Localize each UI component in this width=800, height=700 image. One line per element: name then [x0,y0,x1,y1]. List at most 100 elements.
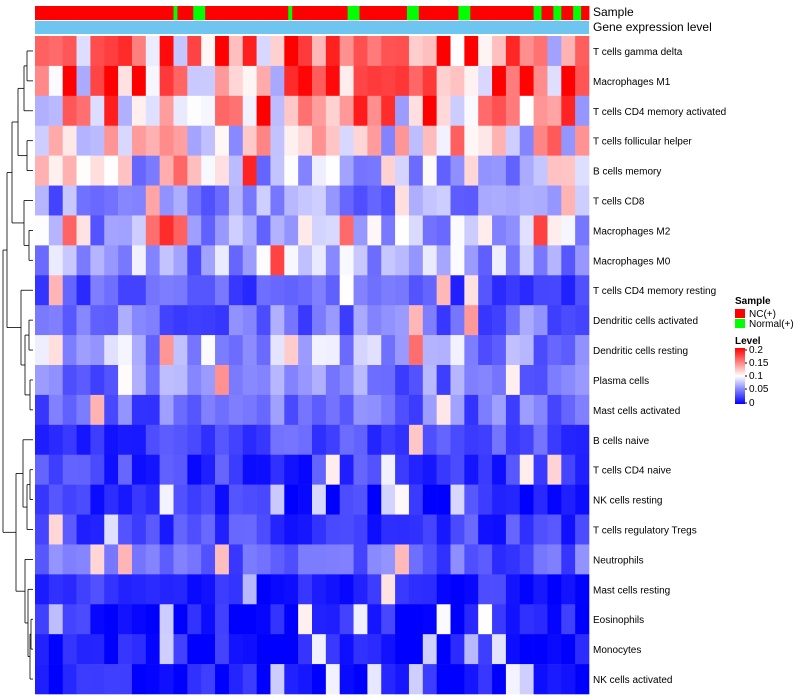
heatmap-cell-r9-c3 [76,305,91,336]
heatmap-cell-r8-c21 [325,275,340,306]
sample-annotation-nc-130 [549,6,554,20]
heatmap-cell-r19-c31 [464,604,479,635]
heatmap-cell-r0-c10 [173,36,188,67]
heatmap-cell-r11-c2 [62,365,77,396]
heatmap-cell-r10-c34 [505,335,521,366]
heatmap-cell-r13-c22 [339,424,354,456]
sample-annotation-nc-68 [304,6,309,20]
heatmap-cell-r11-c33 [492,365,507,396]
heatmap-cell-r12-c28 [422,394,437,426]
heatmap-cell-r21-c12 [201,664,216,695]
heatmap-cell-r7-c10 [173,245,188,276]
heatmap-cell-r11-c18 [284,365,299,396]
heatmap-cell-r7-c25 [381,245,396,276]
heatmap-cell-r17-c11 [187,544,202,575]
legend-swatch-nc [735,309,745,318]
heatmap-cell-r14-c2 [62,454,77,485]
heatmap-cell-r2-c3 [76,95,91,127]
sample-annotation-nc-51 [236,6,242,20]
heatmap-cell-r7-c3 [76,245,91,276]
heatmap-cell-r21-c37 [547,664,562,695]
heatmap-cell-r7-c17 [270,245,285,276]
sample-annotation-nc-36 [177,6,182,20]
heatmap-cell-r12-c39 [575,394,590,426]
sample-annotation-nc-59 [268,6,273,20]
heatmap-cell-r21-c38 [561,664,576,695]
heatmap-cell-r20-c29 [436,634,451,665]
heatmap-cell-r8-c22 [339,275,354,306]
sample-annotation-nc-77 [339,6,345,20]
heatmap-cell-r10-c36 [533,335,548,366]
sample-annotation-nc-14 [90,6,95,20]
heatmap-cell-r21-c34 [505,664,521,695]
heatmap-cell-r16-c28 [422,514,437,545]
heatmap-cell-r19-c37 [547,604,562,635]
heatmap-cell-r3-c7 [131,125,147,156]
heatmap-cell-r15-c34 [505,484,521,515]
heatmap-cell-r12-c1 [48,394,63,426]
heatmap-cell-r4-c9 [159,155,174,186]
heatmap-cell-r17-c24 [367,544,382,575]
heatmap-cell-r6-c34 [505,215,521,246]
heatmap-cell-r20-c38 [561,634,576,665]
heatmap-cell-r6-c18 [284,215,299,246]
heatmap-cell-r8-c37 [547,275,562,306]
sample-annotation-nc-24 [129,6,135,20]
heatmap-cell-r20-c3 [76,634,91,665]
sample-annotation-normal-136 [573,6,578,20]
heatmap-cell-r5-c15 [242,185,257,216]
heatmap-cell-r8-c11 [187,275,202,306]
heatmap-cell-r13-c1 [48,424,63,456]
sample-annotation-nc-34 [169,6,174,20]
heatmap-cell-r10-c22 [339,335,354,366]
heatmap-cell-r12-c9 [159,394,174,426]
heatmap-cell-r4-c31 [464,155,479,186]
heatmap-cell-r18-c18 [284,574,299,605]
heatmap-cell-r8-c7 [131,275,147,306]
heatmap-cell-r8-c32 [478,275,493,306]
heatmap-cell-r19-c28 [422,604,437,635]
heatmap-cell-r15-c32 [478,484,493,515]
heatmap-cell-r19-c23 [353,604,368,635]
heatmap-cell-r9-c16 [256,305,271,336]
heatmap-cell-r15-c26 [395,484,410,515]
heatmap-cell-r8-c0 [35,275,50,306]
heatmap-cell-r7-c23 [353,245,368,276]
heatmap-cell-r14-c15 [242,454,257,485]
row-label-19: Eosinophils [593,615,644,626]
heatmap-cell-r4-c15 [242,155,257,186]
heatmap-cell-r13-c27 [408,424,424,456]
heatmap-cell-r13-c29 [436,424,451,456]
sample-annotation-nc-27 [141,6,147,20]
heatmap-cell-r19-c16 [256,604,271,635]
heatmap-cell-r17-c23 [353,544,368,575]
heatmap-cell-r10-c20 [312,335,327,366]
sample-annotation-nc-3 [46,6,52,20]
heatmap-cell-r0-c30 [450,36,465,67]
heatmap-cell-r7-c22 [339,245,354,276]
heatmap-cell-r16-c3 [76,514,91,545]
heatmap-cell-r11-c26 [395,365,410,396]
heatmap-cell-r0-c20 [312,36,327,67]
heatmap-cell-r10-c35 [519,335,534,366]
heatmap-cell-r17-c10 [173,544,188,575]
heatmap-cell-r13-c37 [547,424,562,456]
heatmap-cell-r6-c14 [228,215,244,246]
heatmap-cell-r20-c21 [325,634,340,665]
sample-annotation-nc-128 [541,6,546,20]
sample-annotation-nc-104 [446,6,451,20]
heatmap-cell-r7-c21 [325,245,340,276]
heatmap-cell-r8-c3 [76,275,91,306]
heatmap-cell-r6-c27 [408,215,424,246]
heatmap-cell-r7-c34 [505,245,521,276]
heatmap-cell-r0-c7 [131,36,147,67]
heatmap-cell-r8-c28 [422,275,437,306]
sample-annotation-nc-37 [181,6,186,20]
heatmap-cell-r10-c19 [298,335,313,366]
heatmap-cell-r1-c8 [145,65,160,97]
heatmap-cell-r2-c22 [339,95,354,127]
sample-annotation-nc-49 [228,6,234,20]
heatmap-cell-r5-c24 [367,185,382,216]
heatmap-cell-r1-c9 [159,65,174,97]
heatmap-cell-r16-c5 [104,514,119,545]
